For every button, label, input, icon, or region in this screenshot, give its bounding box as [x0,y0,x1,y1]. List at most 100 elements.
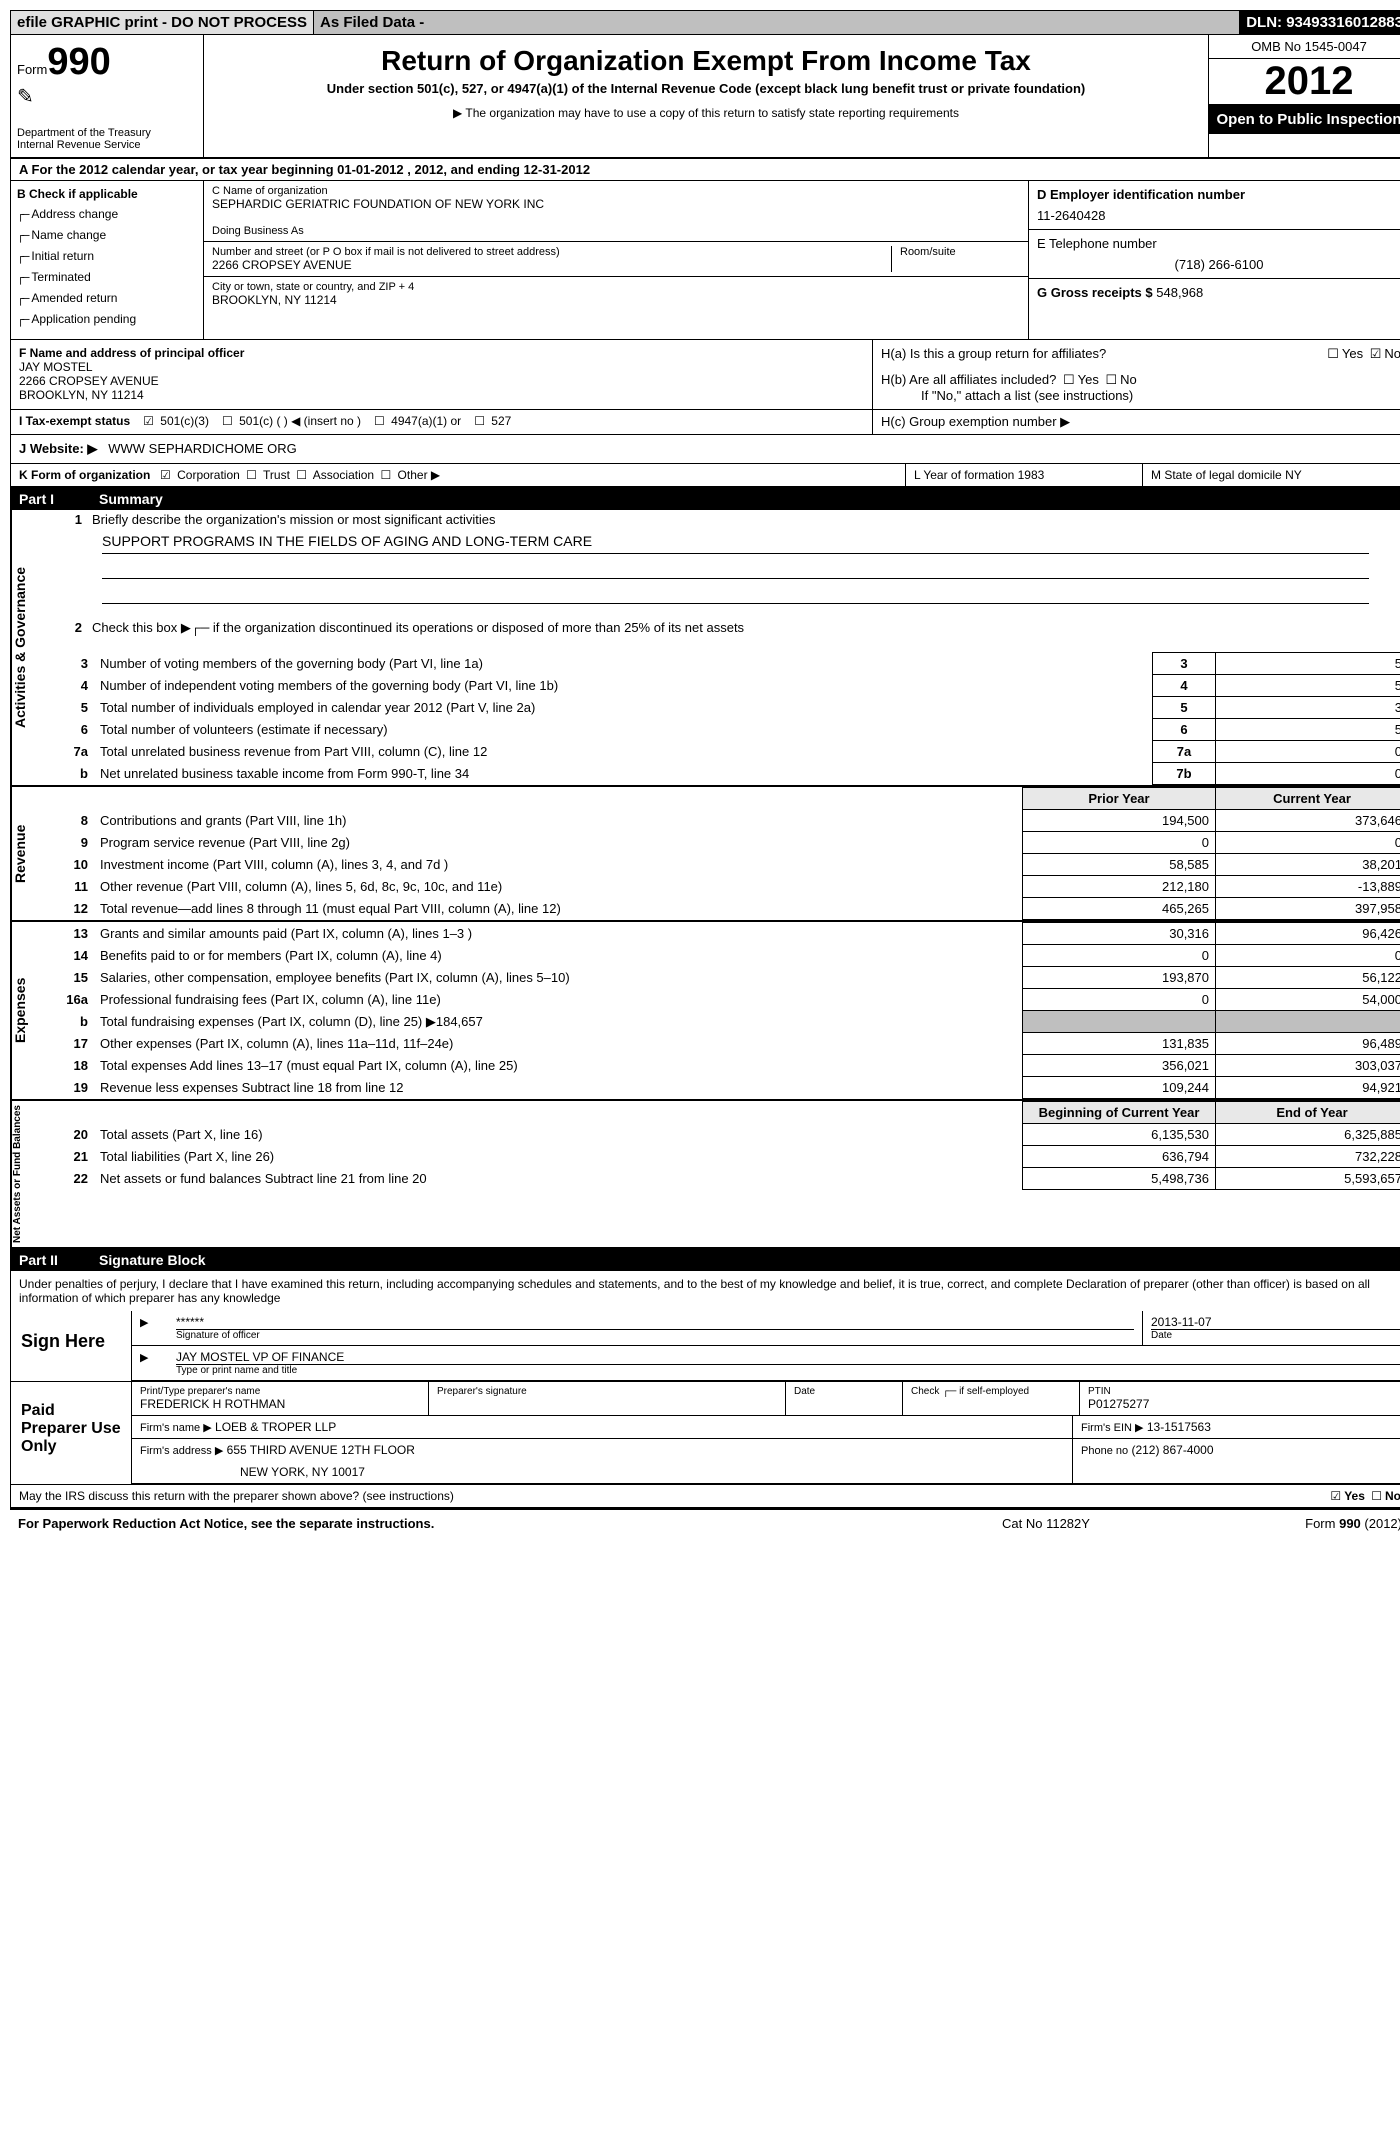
check-4947[interactable] [371,414,388,428]
part-1-num: Part I [19,491,99,507]
ein-cell: D Employer identification number 11-2640… [1029,181,1400,230]
firm-ein: 13-1517563 [1147,1420,1211,1434]
city-cell: City or town, state or country, and ZIP … [204,277,1028,311]
hb-yes[interactable] [1060,372,1078,387]
section-f-label: F Name and address of principal officer [19,346,864,360]
table-row: 10Investment income (Part VIII, column (… [42,854,1400,876]
prep-sig-label: Preparer's signature [429,1382,786,1415]
row-k: K Form of organization Corporation Trust… [11,464,1400,488]
footer-row: For Paperwork Reduction Act Notice, see … [10,1510,1400,1537]
part-2-title: Signature Block [99,1252,206,1268]
check-terminated[interactable]: Terminated [17,270,197,285]
val-4: 5 [1216,675,1400,697]
discuss-no[interactable] [1368,1489,1385,1503]
row-k-label: K Form of organization [19,468,150,482]
hc-label: H(c) Group exemption number ▶ [873,410,1400,434]
check-amended-return[interactable]: Amended return [17,291,197,306]
check-other[interactable] [377,468,394,482]
officer-addr1: 2266 CROPSEY AVENUE [19,374,864,388]
check-initial-return[interactable]: Initial return [17,249,197,264]
street-label: Number and street (or P O box if mail is… [212,246,883,258]
netassets-section: Net Assets or Fund Balances Beginning of… [11,1101,1400,1249]
val-7b: 0 [1216,763,1400,785]
header-row: Form990 ✎ Department of the Treasury Int… [11,35,1400,159]
gross-cell: G Gross receipts $ 548,968 [1029,279,1400,306]
officer-addr2: BROOKLYN, NY 11214 [19,388,864,402]
gross-value: 548,968 [1156,285,1203,300]
table-row: 14Benefits paid to or for members (Part … [42,945,1400,967]
tel-label: E Telephone number [1037,236,1400,251]
open-public-inspection: Open to Public Inspection [1209,105,1400,134]
city-label: City or town, state or country, and ZIP … [212,281,1020,293]
officer-name: JAY MOSTEL [19,360,864,374]
check-501c[interactable] [219,414,236,428]
check-corp[interactable] [157,468,174,482]
as-filed-label: As Filed Data - [314,11,1240,34]
phone-value: (212) 867-4000 [1131,1443,1213,1457]
street-cell: Number and street (or P O box if mail is… [204,242,1028,277]
table-row: 11Other revenue (Part VIII, column (A), … [42,876,1400,898]
mission-text: SUPPORT PROGRAMS IN THE FIELDS OF AGING … [102,531,1369,554]
check-self-employed[interactable]: Check ┌─ if self-employed [903,1382,1080,1415]
table-row: 18Total expenses Add lines 13–17 (must e… [42,1055,1400,1077]
header-right: OMB No 1545-0047 2012 Open to Public Ins… [1208,35,1400,157]
sig-stars: ****** [176,1315,1134,1329]
prep-name-label: Print/Type preparer's name [140,1386,420,1397]
sig-date-val: 2013-11-07 [1151,1315,1400,1329]
check-527[interactable] [471,414,488,428]
ha-yes[interactable] [1324,346,1342,361]
section-f: F Name and address of principal officer … [11,340,873,409]
form-note: ▶ The organization may have to use a cop… [210,106,1202,120]
efile-icon: ✎ [17,84,197,109]
table-row: 21Total liabilities (Part X, line 26) 63… [42,1146,1400,1168]
perjury-text: Under penalties of perjury, I declare th… [11,1271,1400,1311]
val-3: 5 [1216,653,1400,675]
netassets-table: Beginning of Current YearEnd of Year 20T… [42,1101,1400,1190]
expenses-table: 13Grants and similar amounts paid (Part … [42,922,1400,1099]
check-name-change[interactable]: Name change [17,228,197,243]
city-value: BROOKLYN, NY 11214 [212,293,1020,307]
line-2-desc: Check this box ▶┌─ if the organization d… [92,620,1400,636]
dba-label: Doing Business As [212,225,1020,237]
row-f-h: F Name and address of principal officer … [11,340,1400,410]
table-row: 9Program service revenue (Part VIII, lin… [42,832,1400,854]
vert-activities-governance: Activities & Governance [11,510,42,785]
mission-blank-2 [102,581,1369,604]
check-assoc[interactable] [293,468,310,482]
col-c-org-info: C Name of organization SEPHARDIC GERIATR… [204,181,1028,339]
table-row: 17Other expenses (Part IX, column (A), l… [42,1033,1400,1055]
top-bar: efile GRAPHIC print - DO NOT PROCESS As … [11,11,1400,35]
phone-label: Phone no [1081,1445,1128,1457]
ha-no[interactable] [1367,346,1385,361]
col-d-ids: D Employer identification number 11-2640… [1028,181,1400,339]
revenue-section: Revenue Prior YearCurrent Year 8Contribu… [11,787,1400,922]
website-value: WWW SEPHARDICHOME ORG [108,441,297,456]
officer-title-label: Type or print name and title [176,1364,1400,1376]
form-title: Return of Organization Exempt From Incom… [210,45,1202,77]
form-version: Form 990 (2012) [1202,1516,1400,1531]
check-application-pending[interactable]: Application pending [17,312,197,327]
discuss-text: May the IRS discuss this return with the… [19,1489,454,1503]
part-1-header: Part I Summary [11,488,1400,510]
paperwork-notice: For Paperwork Reduction Act Notice, see … [18,1516,1002,1531]
discuss-yes[interactable] [1327,1489,1344,1503]
form-label: Form [17,62,47,77]
val-6: 5 [1216,719,1400,741]
mission-blank-1 [102,556,1369,579]
activities-governance-section: Activities & Governance 1Briefly describ… [11,510,1400,787]
paid-preparer-label: Paid Preparer Use Only [11,1382,132,1484]
table-row: 15Salaries, other compensation, employee… [42,967,1400,989]
firm-name: LOEB & TROPER LLP [215,1420,336,1434]
hb-label: H(b) Are all affiliates included? [881,372,1056,387]
section-b-label: B Check if applicable [17,187,197,201]
check-trust[interactable] [243,468,260,482]
hb-no[interactable] [1102,372,1120,387]
check-address-change[interactable]: Address change [17,207,197,222]
part-1-title: Summary [99,491,163,507]
check-501c3[interactable] [140,414,157,428]
hb-note: If "No," attach a list (see instructions… [881,388,1400,403]
hdr-current: Current Year [1216,788,1400,810]
vert-revenue: Revenue [11,787,42,920]
prep-name: FREDERICK H ROTHMAN [140,1397,420,1411]
firm-name-label: Firm's name ▶ [140,1422,212,1434]
